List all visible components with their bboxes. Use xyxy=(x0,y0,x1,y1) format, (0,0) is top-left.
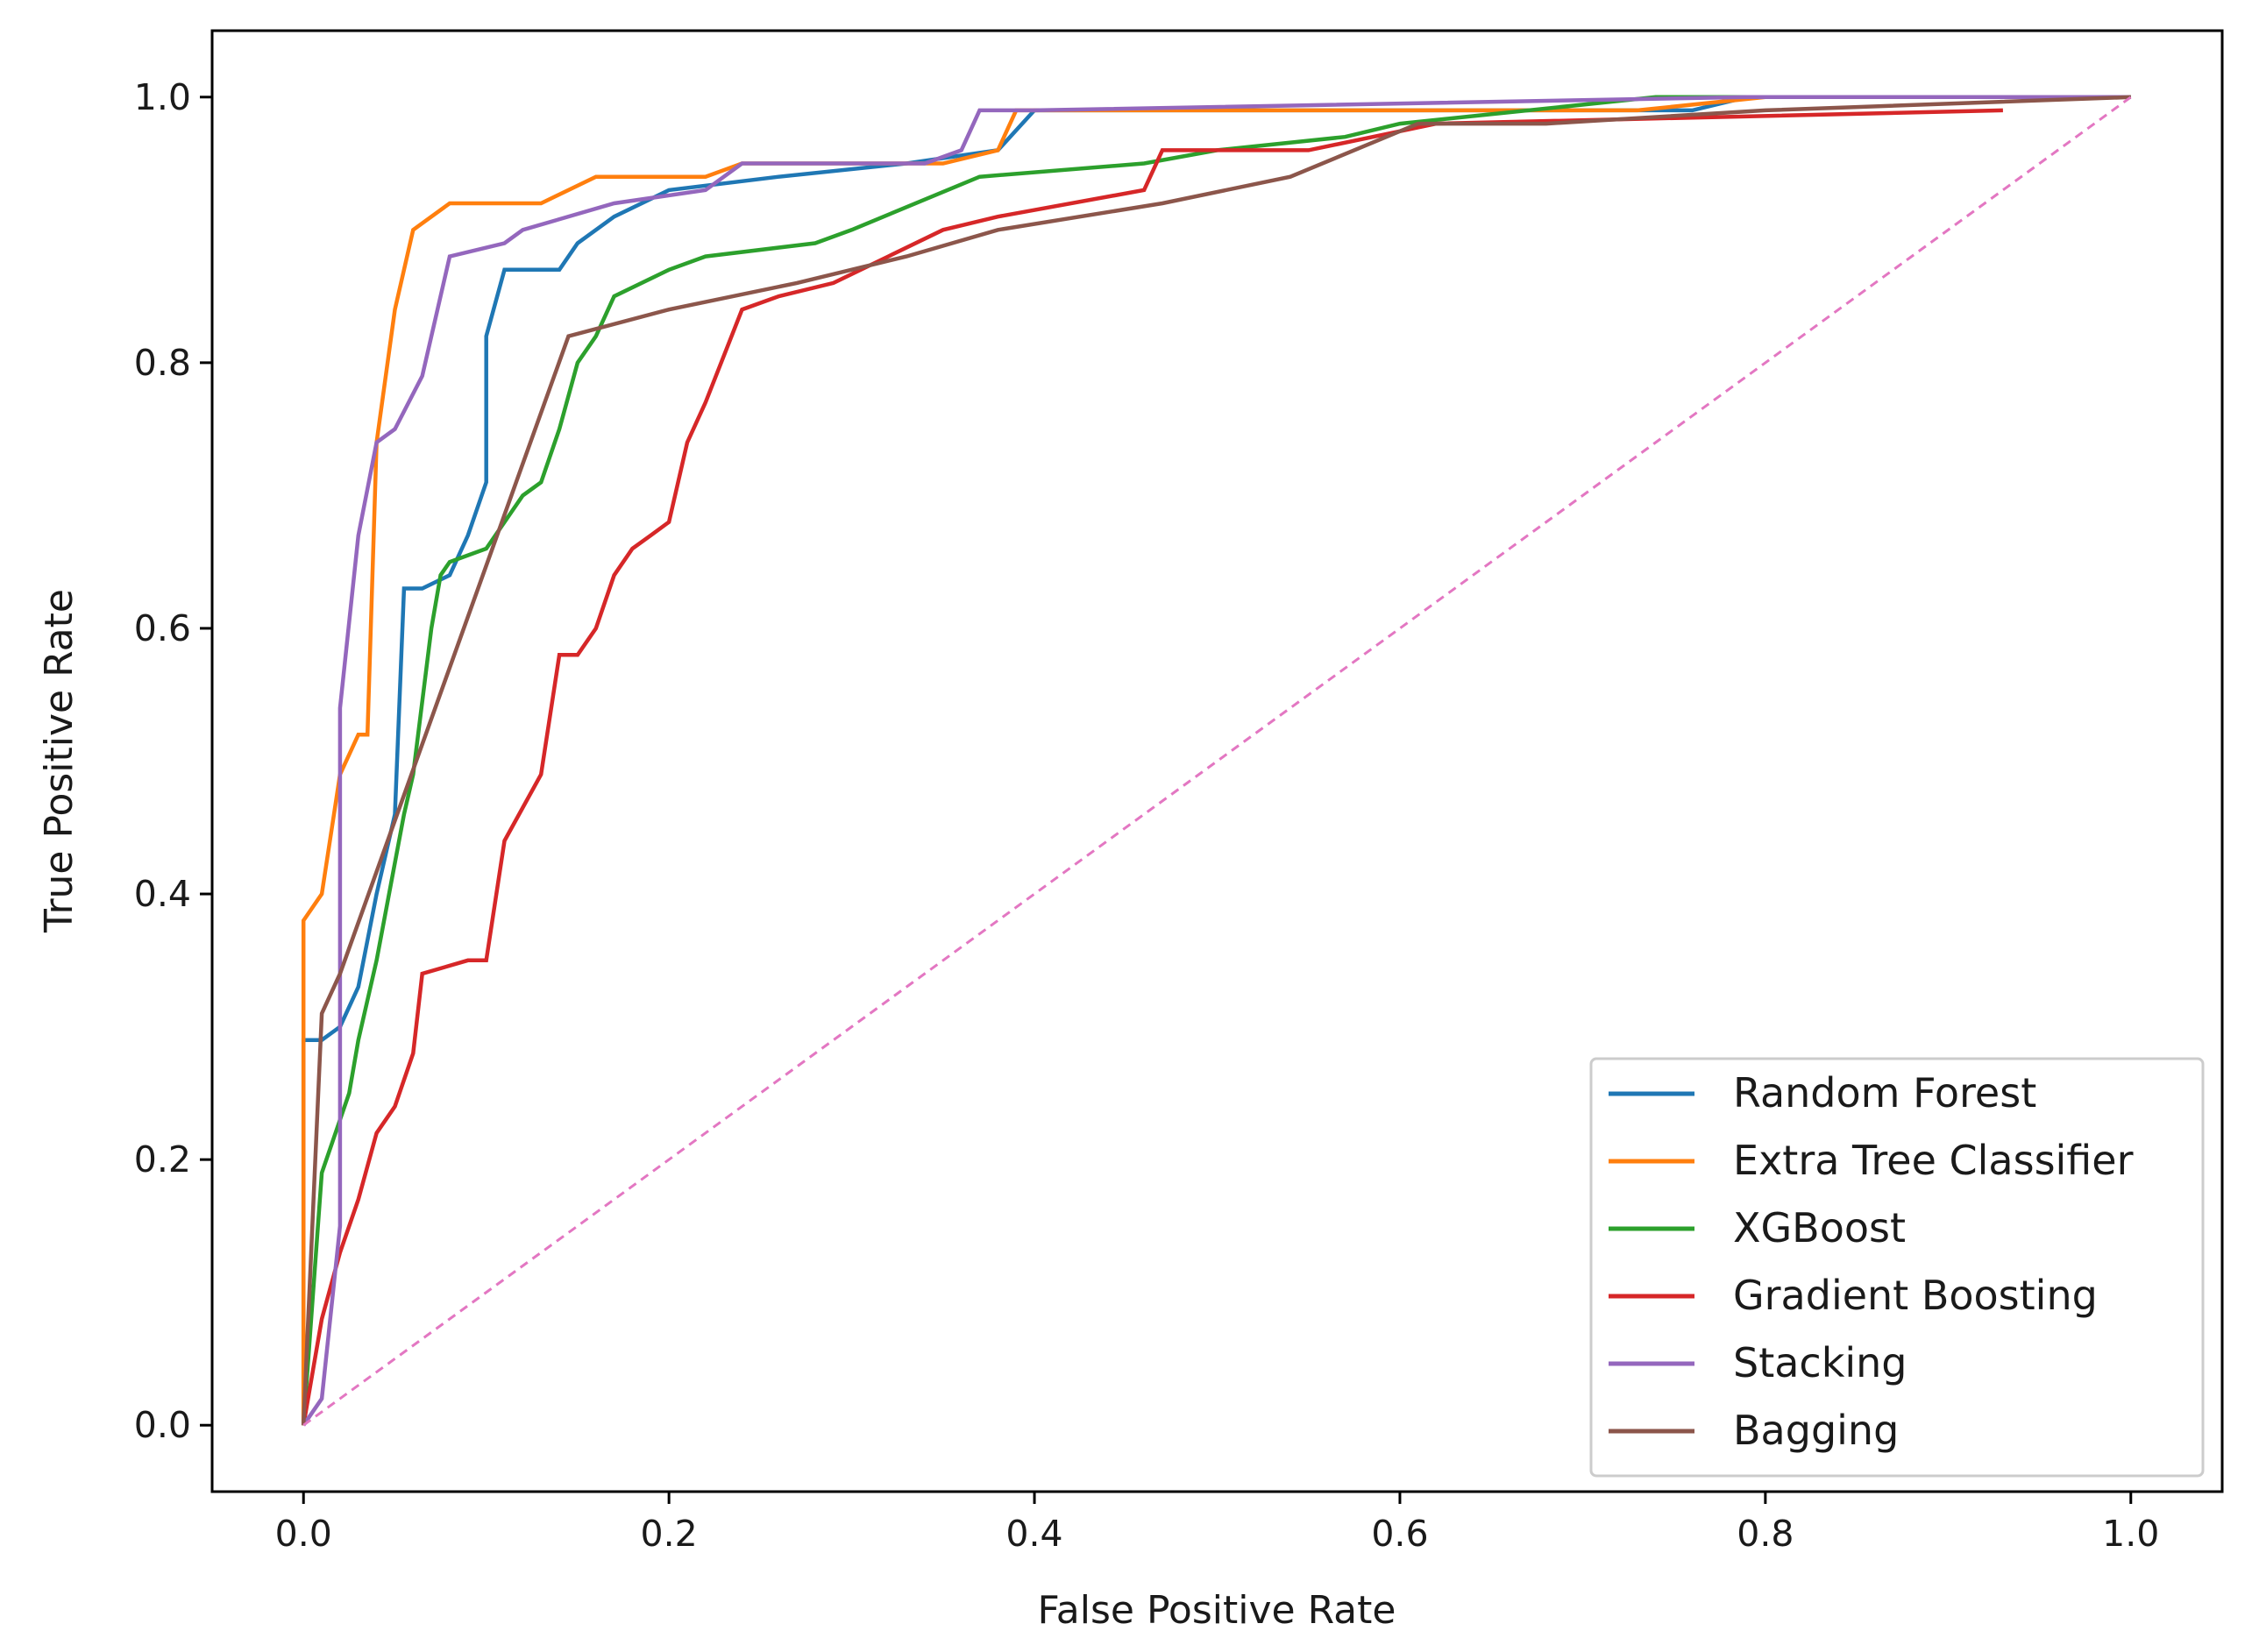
gradient-boosting-line xyxy=(301,108,2003,1426)
legend-label-bagging: Bagging xyxy=(1733,1407,1899,1454)
chance-diagonal-line xyxy=(302,96,2132,1427)
extra-tree-classifier-line xyxy=(301,95,2131,1426)
x-tick-label: 0.8 xyxy=(1737,1513,1794,1555)
legend: Random Forest Extra Tree Classifier XGBoos… xyxy=(1589,1057,2205,1478)
xgboost-line xyxy=(301,95,2131,1426)
y-tick-label: 1.0 xyxy=(134,76,191,118)
legend-label-extra-tree-classifier: Extra Tree Classifier xyxy=(1733,1137,2134,1184)
legend-label-random-forest: Random Forest xyxy=(1733,1069,2036,1117)
ticks-layer: 0.0 0.2 0.4 0.6 0.8 1.0 0.0 0.2 0.4 0.6 0.8 1.0 xyxy=(134,76,2160,1555)
y-tick-label: 0.0 xyxy=(134,1404,191,1446)
legend-label-xgboost: XGBoost xyxy=(1733,1204,1906,1251)
x-tick-label: 0.6 xyxy=(1371,1513,1428,1555)
bagging-line xyxy=(301,95,2131,1426)
plot-frame xyxy=(210,29,2224,1493)
x-tick-label: 0.0 xyxy=(275,1513,332,1555)
lines-layer xyxy=(301,95,2132,1427)
y-tick-label: 0.8 xyxy=(134,342,191,384)
x-tick-label: 0.2 xyxy=(641,1513,698,1555)
y-tick-label: 0.2 xyxy=(134,1138,191,1181)
legend-label-gradient-boosting: Gradient Boosting xyxy=(1733,1272,2098,1319)
x-tick-label: 1.0 xyxy=(2102,1513,2159,1555)
x-axis-label: False Positive Rate xyxy=(1038,1588,1396,1633)
x-tick-label: 0.4 xyxy=(1005,1513,1062,1555)
y-tick-label: 0.4 xyxy=(134,873,191,915)
stacking-line xyxy=(302,95,2131,1427)
y-tick-label: 0.6 xyxy=(134,607,191,649)
legend-label-stacking: Stacking xyxy=(1733,1339,1907,1386)
y-axis-label: True Positive Rate xyxy=(37,589,82,933)
legend-box xyxy=(1589,1057,2205,1478)
